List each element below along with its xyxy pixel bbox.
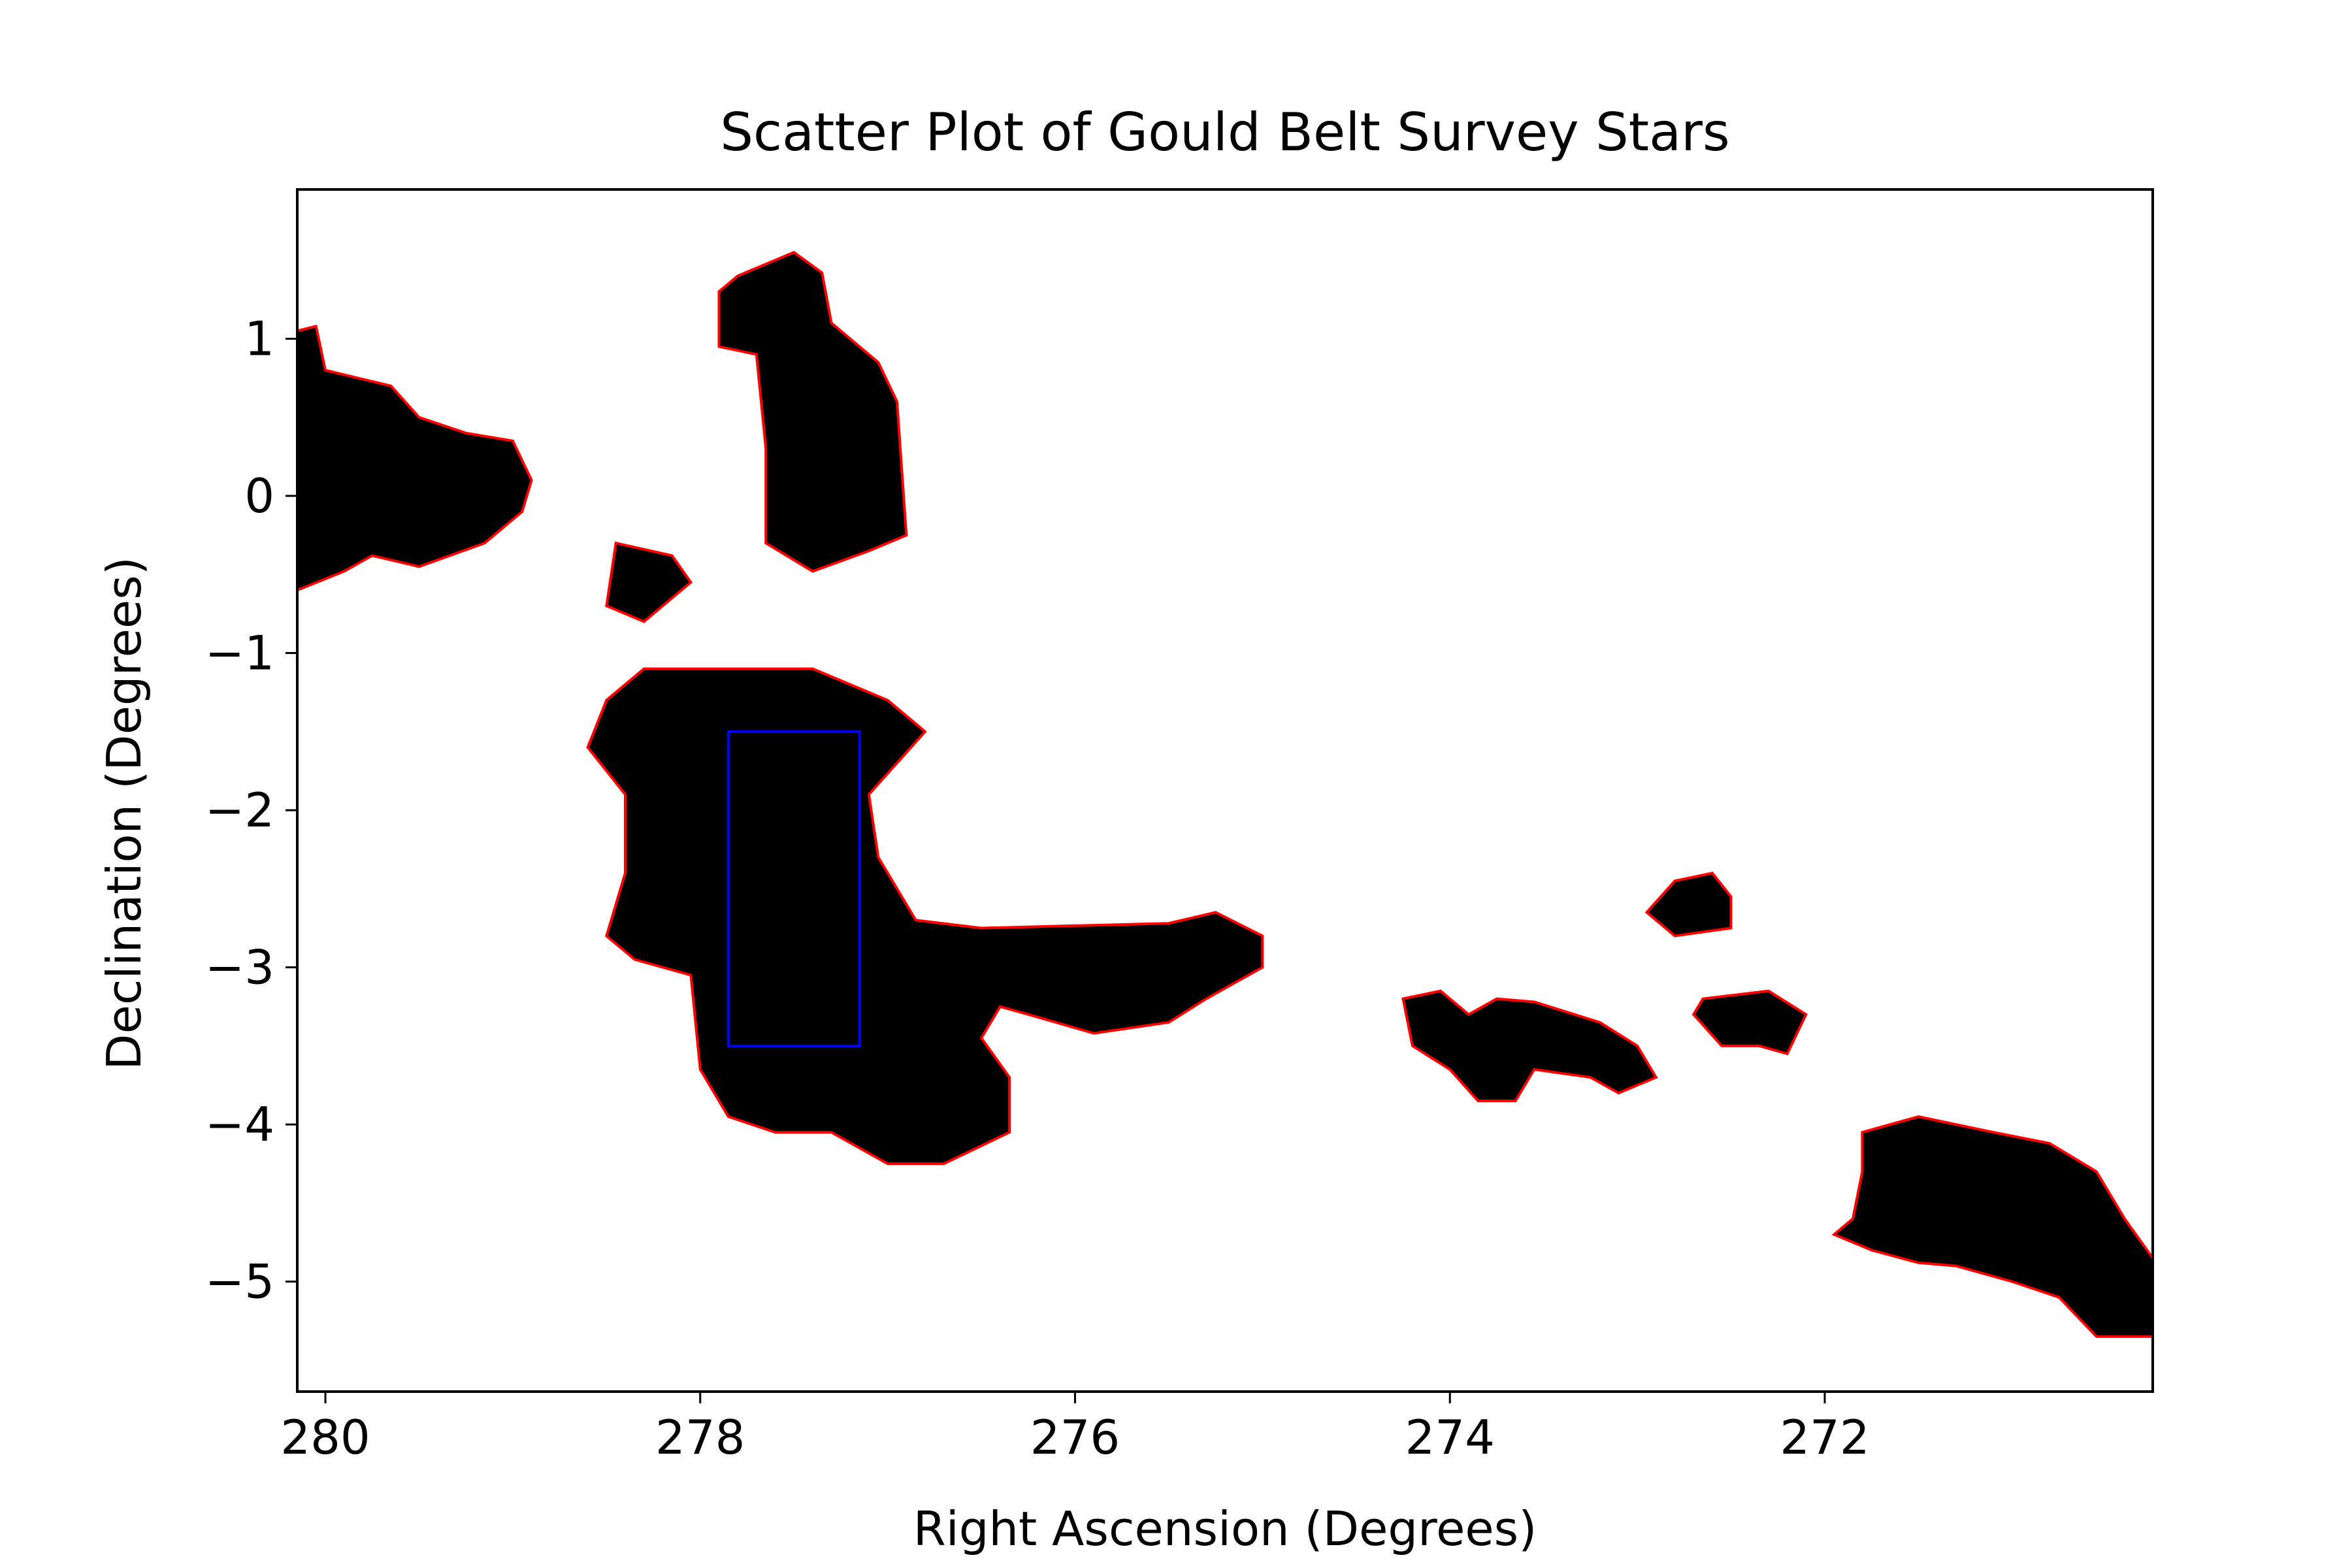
y-tick-label: −5 <box>205 1254 274 1309</box>
y-tick-label: −3 <box>205 940 274 995</box>
y-axis-label: Declination (Degrees) <box>97 557 152 1070</box>
contour-blob-a <box>1644 872 1733 938</box>
x-tick-label: 276 <box>1030 1410 1120 1465</box>
y-tick-label: 0 <box>244 468 274 523</box>
contour-serpens-northwest <box>296 324 533 593</box>
contour-blob-b <box>1691 989 1808 1056</box>
y-tick-label: 1 <box>244 311 274 366</box>
star-cluster-small-square <box>606 543 691 622</box>
x-tick-label: 280 <box>280 1410 370 1465</box>
contour-small-square <box>605 541 693 623</box>
star-cluster-east-tail <box>1403 990 1656 1101</box>
star-cluster-serpens-northwest <box>297 326 532 591</box>
y-tick-label: −1 <box>205 626 274 681</box>
x-axis-ticks: 280 278 276 274 272 <box>280 1392 1870 1465</box>
star-cluster-southeast <box>1834 1117 2153 1337</box>
contour-east-tail <box>1401 989 1658 1102</box>
contour-southeast <box>1831 1115 2154 1338</box>
selection-box <box>727 730 861 1047</box>
x-tick-label: 278 <box>655 1410 745 1465</box>
y-axis-ticks: 1 0 −1 −2 −3 −4 −5 <box>205 311 297 1309</box>
chart-title: Scatter Plot of Gould Belt Survey Stars <box>720 102 1729 163</box>
star-cluster-blob-b <box>1693 990 1806 1054</box>
contour-northern-strip <box>717 250 908 573</box>
contour-serpens-south-main <box>586 667 1264 1166</box>
star-clusters <box>297 252 2153 1337</box>
x-tick-label: 274 <box>1405 1410 1495 1465</box>
x-tick-label: 272 <box>1780 1410 1869 1465</box>
plot-frame <box>296 188 2154 1393</box>
y-tick-label: −2 <box>205 783 274 838</box>
x-axis-label: Right Ascension (Degrees) <box>913 1501 1537 1556</box>
y-tick-label: −4 <box>205 1097 274 1152</box>
density-contours <box>296 250 2154 1338</box>
star-cluster-serpens-south-main <box>587 668 1263 1164</box>
